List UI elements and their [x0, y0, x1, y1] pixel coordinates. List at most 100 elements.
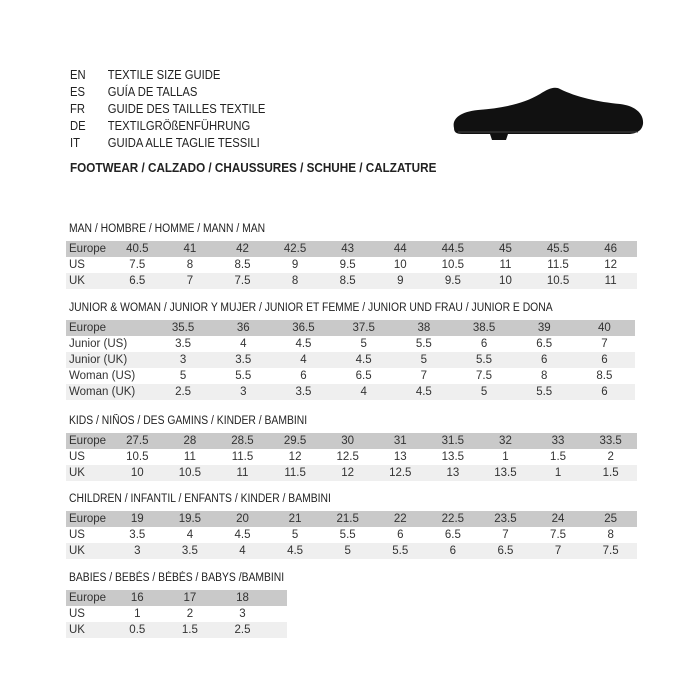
size-cell: 6 [601, 354, 608, 366]
size-cell: 1.5 [602, 467, 619, 479]
size-cell: 6 [449, 545, 457, 557]
size-table: Europe 19 19.5 20 21 21.5 22 22.5 23.5 24 25 US 3.5 4… [66, 511, 637, 559]
size-cell: 3 [134, 545, 141, 557]
size-cell: 21.5 [336, 513, 359, 525]
size-cell: 5 [291, 529, 299, 541]
size-cell: 12 [604, 259, 618, 271]
size-cell: 4 [240, 338, 247, 350]
size-cell: 22.5 [441, 513, 465, 525]
filler-cell [269, 622, 287, 638]
row-label: Woman (UK) [69, 386, 136, 398]
table-row: US 1 2 3 [66, 606, 287, 622]
size-cell: 0.5 [129, 624, 146, 636]
size-cell: 8 [541, 370, 548, 382]
size-cell: 46 [604, 243, 618, 255]
size-cell: 2 [186, 608, 194, 620]
row-label: Junior (US) [69, 338, 128, 350]
size-cell: 8.5 [234, 259, 251, 271]
size-cell: 35.5 [171, 322, 195, 334]
size-cell: 6.5 [444, 529, 461, 541]
size-cell: 5.5 [536, 386, 553, 398]
section-children: CHILDREN / INFANTIL / ENFANTS / KINDER /… [66, 493, 637, 559]
filler-cell [269, 606, 287, 622]
table-row: UK 10 10.5 11 11.5 12 12.5 13 13.5 1 1.5 [66, 465, 637, 481]
row-label: Woman (US) [69, 370, 136, 382]
size-cell: 13.5 [494, 467, 517, 479]
size-cell: 6 [300, 370, 307, 382]
size-cell: 28.5 [231, 435, 254, 447]
size-cell: 19 [130, 513, 144, 525]
size-cell: 4.5 [234, 529, 251, 541]
size-cell: 10.5 [126, 451, 149, 463]
size-table: Europe 40.5 41 42 42.5 43 44 44.5 45 45.5 46 US 7.5 8… [66, 241, 637, 289]
size-cell: 3.5 [295, 386, 312, 398]
row-label: Junior (UK) [69, 354, 128, 366]
table-row: Woman (US) 5 5.5 6 6.5 7 7.5 8 8.5 [66, 368, 635, 384]
size-cell: 8.5 [339, 275, 356, 287]
size-cell: 3.5 [235, 354, 252, 366]
size-cell: 7.5 [234, 275, 251, 287]
table-row: Europe 27.5 28 28.5 29.5 30 31 31.5 32 33 33.5 [66, 433, 637, 449]
size-cell: 40 [598, 322, 611, 334]
size-cell: 3.5 [181, 545, 198, 557]
size-cell: 4.5 [295, 338, 312, 350]
size-cell: 10.5 [441, 259, 465, 271]
size-cell: 6.5 [129, 275, 146, 287]
row-label: Europe [69, 513, 107, 525]
size-cell: 5.5 [339, 529, 356, 541]
table-row: Europe 16 17 18 [66, 590, 287, 606]
section-junior-woman: JUNIOR & WOMAN / JUNIOR Y MUJER / JUNIOR… [66, 302, 635, 400]
size-cell: 44.5 [441, 243, 465, 255]
section-title: JUNIOR & WOMAN / JUNIOR Y MUJER / JUNIOR… [69, 302, 553, 314]
size-cell: 7.5 [550, 529, 567, 541]
size-cell: 32 [499, 435, 512, 447]
size-cell: 6.5 [355, 370, 372, 382]
footwear-title: FOOTWEAR / CALZADO / CHAUSSURES / SCHUHE… [70, 160, 437, 175]
size-cell: 3 [179, 354, 187, 366]
size-cell: 1.5 [550, 451, 567, 463]
size-cell: 4 [239, 545, 246, 557]
size-cell: 19.5 [178, 513, 202, 525]
size-cell: 38.5 [472, 322, 496, 334]
lang-code: EN [70, 68, 86, 82]
size-cell: 25 [604, 513, 618, 525]
size-cell: 44 [393, 243, 407, 255]
size-cell: 33 [551, 435, 565, 447]
table-row: Junior (US) 3.5 4 4.5 5 5.5 6 6.5 7 [66, 336, 635, 352]
size-table: Europe 16 17 18 US 1 2 3 UK 0.5 1.5 2.5 [66, 590, 287, 638]
size-cell: 5.5 [392, 545, 409, 557]
size-cell: 10.5 [546, 275, 570, 287]
section-title: MAN / HOMBRE / HOMME / MANN / MAN [69, 223, 266, 235]
lang-de: DE TEXTILGRÖßENFÜHRUNG [70, 118, 265, 135]
size-cell: 11 [183, 451, 196, 463]
lang-code: ES [70, 85, 86, 99]
language-titles: EN TEXTILE SIZE GUIDE ES GUÍA DE TALLAS FR… [70, 67, 287, 152]
size-cell: 27.5 [126, 435, 149, 447]
size-cell: 24 [551, 513, 565, 525]
size-cell: 31 [393, 435, 407, 447]
filler-cell [269, 590, 287, 606]
size-cell: 4.5 [287, 545, 304, 557]
lang-title: GUIDE DES TAILLES TEXTILE [107, 102, 266, 116]
lang-en: EN TEXTILE SIZE GUIDE [70, 67, 265, 84]
table-row: UK 0.5 1.5 2.5 [66, 622, 287, 638]
row-label: US [69, 259, 85, 271]
row-label: UK [69, 275, 85, 287]
size-table: Europe 27.5 28 28.5 29.5 30 31 31.5 32 33 33.5 US 10… [66, 433, 637, 481]
table-row: US 7.5 8 8.5 9 9.5 10 10.5 11 11.5 12 [66, 257, 637, 273]
size-cell: 10.5 [178, 467, 202, 479]
size-cell: 20 [236, 513, 249, 525]
size-cell: 38 [417, 322, 431, 334]
size-cell: 39 [537, 322, 551, 334]
size-cell: 5 [344, 545, 351, 557]
size-cell: 31.5 [441, 435, 465, 447]
size-table: Europe 35.5 36 36.5 37.5 38 38.5 39 40 Junior (US… [66, 320, 635, 400]
size-cell: 29.5 [283, 435, 307, 447]
lang-fr: FR GUIDE DES TAILLES TEXTILE [70, 101, 265, 118]
size-cell: 4.5 [355, 354, 372, 366]
size-cell: 11.5 [231, 451, 254, 463]
size-cell: 11.5 [547, 259, 569, 271]
row-label: Europe [69, 322, 107, 334]
table-row: US 10.5 11 11.5 12 12.5 13 13.5 1 1.5 2 [66, 449, 637, 465]
row-label: Europe [69, 435, 107, 447]
